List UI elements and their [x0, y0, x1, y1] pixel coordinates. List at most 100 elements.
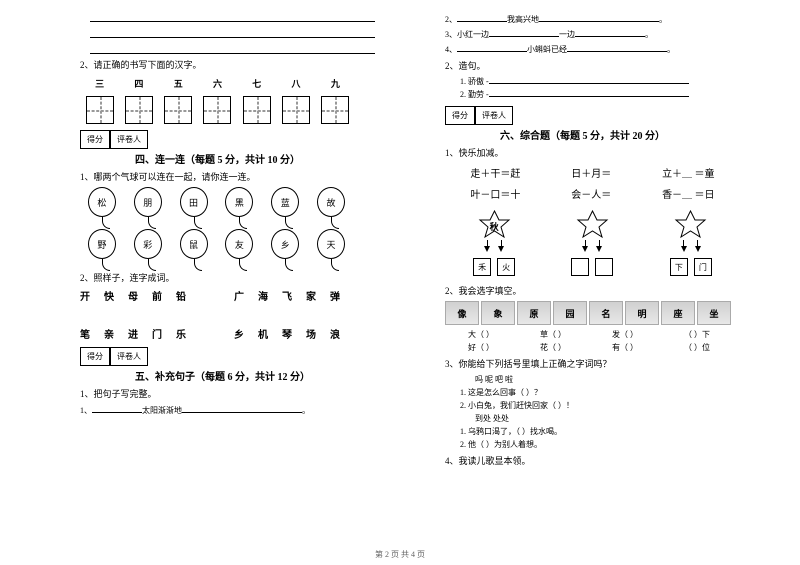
page-footer: 第 2 页 共 4 页	[0, 549, 800, 560]
char-row-top: 开 快 母 前 铅 广 海 飞 家 弹	[80, 288, 355, 303]
blank-line	[90, 10, 375, 22]
char: 机	[258, 326, 268, 341]
sec4-q1: 1、哪两个气球可以连在一起，请你连一连。	[80, 170, 375, 183]
result-box: 火	[497, 258, 515, 276]
char: 亲	[104, 326, 114, 341]
hanzi-row: 三 四 五 六 七 八 九	[80, 77, 355, 90]
equation: 走＋干＝赶	[470, 165, 520, 180]
char: 海	[258, 288, 268, 303]
sec6-q1: 1、快乐加减。	[445, 146, 760, 159]
star-group: 下 门	[670, 209, 712, 276]
blank-line	[90, 42, 375, 54]
score-box: 得分 评卷人	[80, 130, 375, 149]
balloon: 乡	[271, 229, 301, 267]
grid-box	[282, 96, 310, 124]
char: 开	[80, 288, 90, 303]
star-shape	[673, 209, 708, 244]
sec5-q1: 1、把句子写完整。	[80, 387, 375, 400]
grid-box	[86, 96, 114, 124]
paren-item: （ ）位	[661, 342, 733, 353]
apple-char: 像	[445, 301, 479, 325]
balloons-bottom: 野 彩 鼠 友 乡 天	[80, 229, 355, 267]
sec6-q3-3: 1. 乌鸦口渴了，（ ）找水喝。	[460, 426, 760, 437]
balloon-char: 乡	[271, 229, 299, 259]
balloon: 田	[180, 187, 210, 225]
balloon-char: 田	[180, 187, 208, 217]
balloon-char: 鼠	[180, 229, 208, 259]
char: 母	[128, 288, 138, 303]
apple-char: 座	[661, 301, 695, 325]
hanzi-char: 八	[292, 77, 301, 90]
paren-item: 发（ ）	[589, 329, 661, 340]
sec5-q2-2: 2. 勤劳 -	[460, 89, 760, 100]
apple-char: 象	[481, 301, 515, 325]
balloon-char: 彩	[134, 229, 162, 259]
paren-item: 花（ ）	[517, 342, 589, 353]
num: 2、	[445, 15, 457, 24]
sentence-text: 太阳渐渐地	[142, 406, 182, 415]
sec6-q4: 4、我读儿歌显本领。	[445, 454, 760, 467]
paren-row1: 大（ ） 草（ ） 发（ ） （ ）下	[445, 329, 740, 340]
result-box: 下	[670, 258, 688, 276]
grid-box	[203, 96, 231, 124]
balloon-char: 黑	[225, 187, 253, 217]
balloon-char: 野	[88, 229, 116, 259]
char: 铅	[176, 288, 186, 303]
sec6-q3-2: 2. 小白兔，我们赶快回家（ ）！	[460, 400, 760, 411]
hanzi-char: 九	[331, 77, 340, 90]
balloon: 鼠	[180, 229, 210, 267]
star-group	[571, 209, 613, 276]
char: 乡	[234, 326, 244, 341]
apple-char: 原	[517, 301, 551, 325]
score-label: 得分	[80, 130, 110, 149]
balloon-char: 故	[317, 187, 345, 217]
section5-title: 五、补充句子（每题 6 分，共计 12 分）	[135, 368, 375, 383]
apple-row: 像 象 原 园 名 明 座 坐	[445, 301, 740, 325]
star-shape: 秋	[477, 209, 512, 244]
sentence-text: 我高兴地	[507, 15, 539, 24]
grid-box	[125, 96, 153, 124]
sec6-q3-opts: 吗 呢 吧 啦	[475, 374, 760, 385]
star-shape	[575, 209, 610, 244]
char: 快	[104, 288, 114, 303]
paren-item: 草（ ）	[517, 329, 589, 340]
math-row1: 走＋干＝赶 日＋月＝ 立＋＿ ＝童	[445, 165, 740, 180]
sentence-2: 2、我高兴地。	[445, 13, 760, 25]
char: 广	[234, 288, 244, 303]
sentence-text: 一边	[559, 30, 575, 39]
sec6-q3: 3、你能给下列括号里填上正确之字词吗？	[445, 357, 760, 370]
balloon-char: 蓝	[271, 187, 299, 217]
balloon: 松	[88, 187, 118, 225]
balloon: 天	[317, 229, 347, 267]
grid-box	[164, 96, 192, 124]
apple-char: 名	[589, 301, 623, 325]
sec6-q3-2b: 到处 处处	[475, 413, 760, 424]
result-box	[571, 258, 589, 276]
char: 乐	[176, 326, 186, 341]
grader-label: 评卷人	[110, 347, 148, 366]
paren-row2: 好（ ） 花（ ） 有（ ） （ ）位	[445, 342, 740, 353]
equation: 香－＿ ＝日	[662, 186, 715, 201]
q2-text: 2、请正确的书写下面的汉字。	[80, 58, 375, 71]
hanzi-char: 六	[213, 77, 222, 90]
balloon: 野	[88, 229, 118, 267]
apple-char: 园	[553, 301, 587, 325]
paren-item: 好（ ）	[445, 342, 517, 353]
math-row2: 叶－口＝十 会－人＝ 香－＿ ＝日	[445, 186, 740, 201]
hanzi-char: 三	[95, 77, 104, 90]
sec6-q2: 2、我会选字填空。	[445, 284, 760, 297]
num: 4、	[445, 45, 457, 54]
star-char: 秋	[490, 220, 499, 233]
star-group: 秋 禾 火	[473, 209, 515, 276]
char: 前	[152, 288, 162, 303]
sentence-3: 3、小红一边一边。	[445, 28, 760, 40]
sec6-q3-4: 2. 他（ ）为别人着想。	[460, 439, 760, 450]
equation: 日＋月＝	[571, 165, 611, 180]
equation: 叶－口＝十	[470, 186, 520, 201]
char: 飞	[282, 288, 292, 303]
balloons-top: 松 朋 田 黑 蓝 故	[80, 187, 355, 225]
paren-item: 有（ ）	[589, 342, 661, 353]
char: 家	[306, 288, 316, 303]
hanzi-char: 四	[134, 77, 143, 90]
char: 进	[128, 326, 138, 341]
